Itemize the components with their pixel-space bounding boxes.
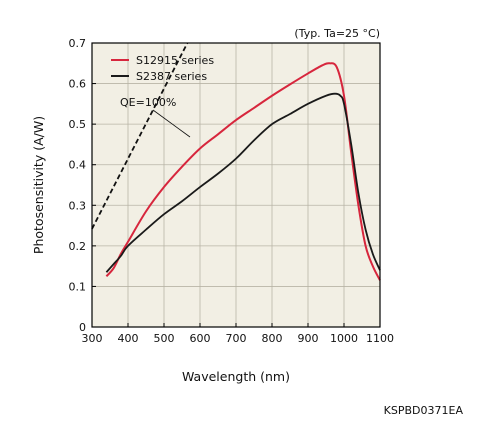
x-tick-label: 300 [82, 332, 103, 345]
x-axis-title: Wavelength (nm) [182, 369, 290, 384]
x-tick-label: 500 [154, 332, 175, 345]
y-tick-label: 0.3 [69, 199, 87, 212]
legend-label-s2387: S2387 series [136, 70, 207, 83]
legend-label-s12915: S12915 series [136, 54, 214, 67]
y-tick-label: 0.4 [69, 159, 87, 172]
qe-label: QE=100% [120, 96, 176, 109]
x-tick-label: 1000 [330, 332, 358, 345]
x-tick-label: 1100 [366, 332, 394, 345]
y-tick-label: 0 [79, 321, 86, 334]
y-tick-label: 0.5 [69, 118, 87, 131]
x-tick-label: 900 [298, 332, 319, 345]
y-tick-label: 0.6 [69, 78, 87, 91]
document-code: KSPBD0371EA [383, 404, 463, 417]
x-tick-label: 600 [190, 332, 211, 345]
series-line-s2387 [105, 92, 381, 273]
y-axis-title: Photosensitivity (A/W) [31, 116, 46, 254]
chart-note: (Typ. Ta=25 °C) [294, 27, 380, 40]
qe-100-reference-line [91, 42, 189, 230]
y-tick-label: 0.2 [69, 240, 87, 253]
x-tick-label: 400 [118, 332, 139, 345]
y-tick-label: 0.1 [69, 280, 87, 293]
x-tick-label: 800 [262, 332, 283, 345]
qe-leader-line [152, 109, 191, 138]
y-tick-label: 0.7 [69, 37, 87, 50]
series-line-s12915 [105, 62, 381, 281]
legend: S12915 series S2387 series [111, 54, 214, 83]
x-tick-label: 700 [226, 332, 247, 345]
